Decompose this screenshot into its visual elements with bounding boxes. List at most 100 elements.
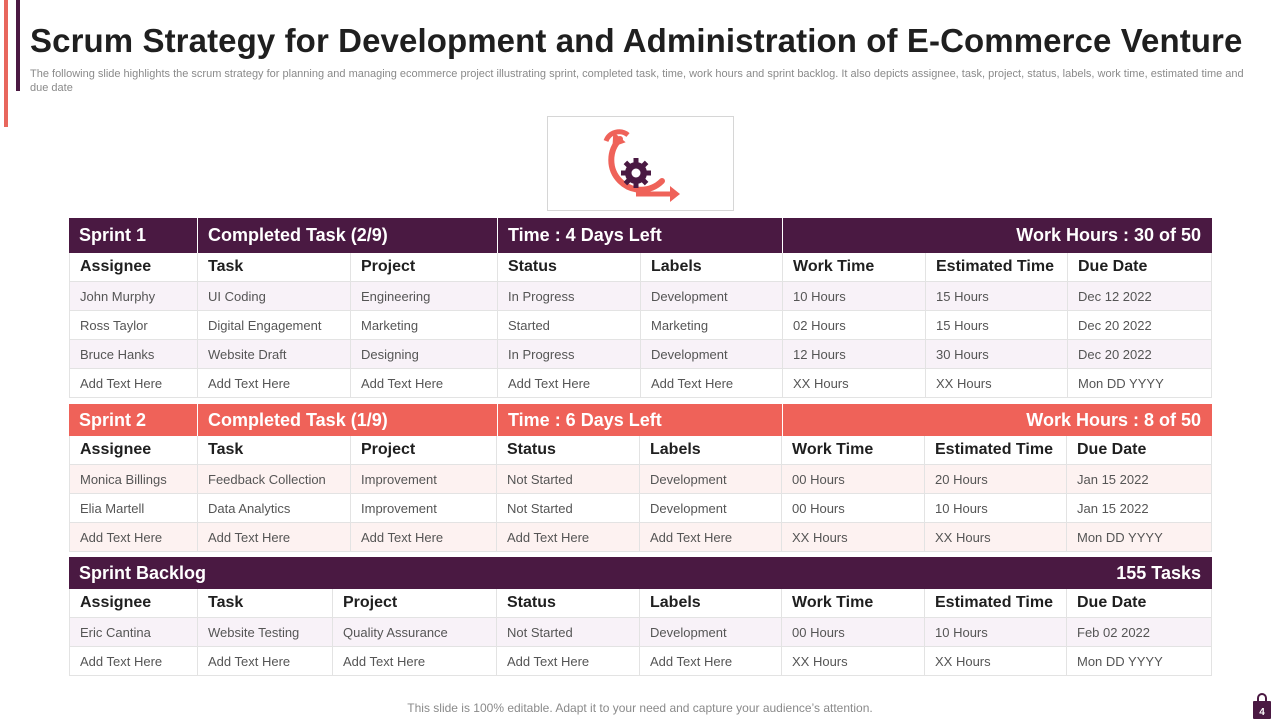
cell-assignee: Eric Cantina	[69, 618, 198, 646]
cell-project: Marketing	[351, 311, 498, 339]
cell-assignee: Elia Martell	[69, 494, 198, 522]
slide-subtitle: The following slide highlights the scrum…	[30, 68, 1244, 94]
sprint1-table: Sprint 1 Completed Task (2/9) Time : 4 D…	[69, 218, 1212, 398]
cell-labels: Add Text Here	[640, 523, 782, 551]
cell-labels: Add Text Here	[640, 647, 782, 675]
col-status: Status	[497, 589, 640, 617]
col-labels: Labels	[640, 436, 782, 464]
cell-task: Feedback Collection	[198, 465, 351, 493]
cell-labels: Development	[641, 282, 783, 310]
sprint2-time: Time : 6 Days Left	[498, 404, 783, 436]
page-number-badge: 4	[1253, 693, 1271, 719]
col-status: Status	[498, 253, 641, 281]
backlog-tasks: 155 Tasks	[1116, 562, 1201, 583]
cell-due-date: Jan 15 2022	[1067, 494, 1212, 522]
sprint2-name: Sprint 2	[69, 404, 198, 436]
cell-project: Improvement	[351, 494, 497, 522]
col-due-date: Due Date	[1067, 589, 1212, 617]
col-task: Task	[198, 589, 333, 617]
cell-estimated-time: 10 Hours	[925, 494, 1067, 522]
table-row: Elia Martell Data Analytics Improvement …	[69, 494, 1212, 523]
cell-project: Add Text Here	[351, 369, 498, 397]
table-row: Eric Cantina Website Testing Quality Ass…	[69, 618, 1212, 647]
col-estimated-time: Estimated Time	[925, 436, 1067, 464]
cell-status: Add Text Here	[497, 647, 640, 675]
scrum-cycle-gear-icon	[603, 129, 680, 202]
cell-assignee: Add Text Here	[69, 523, 198, 551]
cell-status: Not Started	[497, 494, 640, 522]
col-project: Project	[351, 436, 497, 464]
cell-labels: Marketing	[641, 311, 783, 339]
cell-task: Add Text Here	[198, 647, 333, 675]
cell-status: Add Text Here	[497, 523, 640, 551]
cell-estimated-time: 10 Hours	[925, 618, 1067, 646]
cell-estimated-time: 15 Hours	[926, 311, 1068, 339]
backlog-header: Sprint Backlog 155 Tasks	[69, 557, 1212, 589]
col-project: Project	[333, 589, 497, 617]
cell-work-time: 10 Hours	[783, 282, 926, 310]
col-estimated-time: Estimated Time	[926, 253, 1068, 281]
cell-status: Started	[498, 311, 641, 339]
cell-status: Not Started	[497, 465, 640, 493]
sprint2-table: Sprint 2 Completed Task (1/9) Time : 6 D…	[69, 404, 1212, 552]
cell-task: Website Testing	[198, 618, 333, 646]
col-labels: Labels	[641, 253, 783, 281]
sprint2-hours: Work Hours : 8 of 50	[1026, 409, 1201, 430]
cell-project: Add Text Here	[351, 523, 497, 551]
cell-status: Add Text Here	[498, 369, 641, 397]
cell-task: Data Analytics	[198, 494, 351, 522]
table-row: Ross Taylor Digital Engagement Marketing…	[69, 311, 1212, 340]
cell-status: Not Started	[497, 618, 640, 646]
cell-work-time: XX Hours	[782, 523, 925, 551]
cell-work-time: 00 Hours	[782, 465, 925, 493]
table-row: Monica Billings Feedback Collection Impr…	[69, 465, 1212, 494]
cell-assignee: Monica Billings	[69, 465, 198, 493]
page-number: 4	[1259, 707, 1265, 718]
cell-due-date: Mon DD YYYY	[1068, 369, 1212, 397]
sprint1-name: Sprint 1	[69, 218, 198, 253]
backlog-table: Sprint Backlog 155 Tasks Assignee Task P…	[69, 557, 1212, 676]
cell-assignee: Bruce Hanks	[69, 340, 198, 368]
cell-status: In Progress	[498, 282, 641, 310]
cell-assignee: Add Text Here	[69, 369, 198, 397]
cell-estimated-time: 30 Hours	[926, 340, 1068, 368]
cell-labels: Development	[640, 494, 782, 522]
cell-labels: Development	[640, 465, 782, 493]
sprint2-completed: Completed Task (1/9)	[198, 404, 498, 436]
cell-due-date: Mon DD YYYY	[1067, 523, 1212, 551]
cell-work-time: 00 Hours	[782, 494, 925, 522]
col-status: Status	[497, 436, 640, 464]
cell-project: Designing	[351, 340, 498, 368]
col-due-date: Due Date	[1068, 253, 1212, 281]
cell-task: Add Text Here	[198, 523, 351, 551]
cell-estimated-time: XX Hours	[926, 369, 1068, 397]
col-work-time: Work Time	[782, 436, 925, 464]
backlog-column-header: Assignee Task Project Status Labels Work…	[69, 589, 1212, 618]
cell-estimated-time: XX Hours	[925, 647, 1067, 675]
slide-title: Scrum Strategy for Development and Admin…	[30, 22, 1243, 59]
col-project: Project	[351, 253, 498, 281]
table-row: Bruce Hanks Website Draft Designing In P…	[69, 340, 1212, 369]
sprint1-time: Time : 4 Days Left	[498, 218, 783, 253]
cell-project: Add Text Here	[333, 647, 497, 675]
cell-task: Digital Engagement	[198, 311, 351, 339]
cell-work-time: 00 Hours	[782, 618, 925, 646]
cell-task: Add Text Here	[198, 369, 351, 397]
cell-task: UI Coding	[198, 282, 351, 310]
sprint1-completed: Completed Task (2/9)	[198, 218, 498, 253]
col-assignee: Assignee	[69, 589, 198, 617]
cell-due-date: Dec 12 2022	[1068, 282, 1212, 310]
cell-estimated-time: 20 Hours	[925, 465, 1067, 493]
cell-assignee: John Murphy	[69, 282, 198, 310]
cell-work-time: 12 Hours	[783, 340, 926, 368]
col-labels: Labels	[640, 589, 782, 617]
table-row: Add Text Here Add Text Here Add Text Her…	[69, 523, 1212, 552]
cell-project: Engineering	[351, 282, 498, 310]
cell-due-date: Dec 20 2022	[1068, 311, 1212, 339]
cell-assignee: Ross Taylor	[69, 311, 198, 339]
sprint1-hours: Work Hours : 30 of 50	[1016, 225, 1201, 245]
col-due-date: Due Date	[1067, 436, 1212, 464]
sprint1-header: Sprint 1 Completed Task (2/9) Time : 4 D…	[69, 218, 1212, 253]
table-row: John Murphy UI Coding Engineering In Pro…	[69, 282, 1212, 311]
cell-assignee: Add Text Here	[69, 647, 198, 675]
